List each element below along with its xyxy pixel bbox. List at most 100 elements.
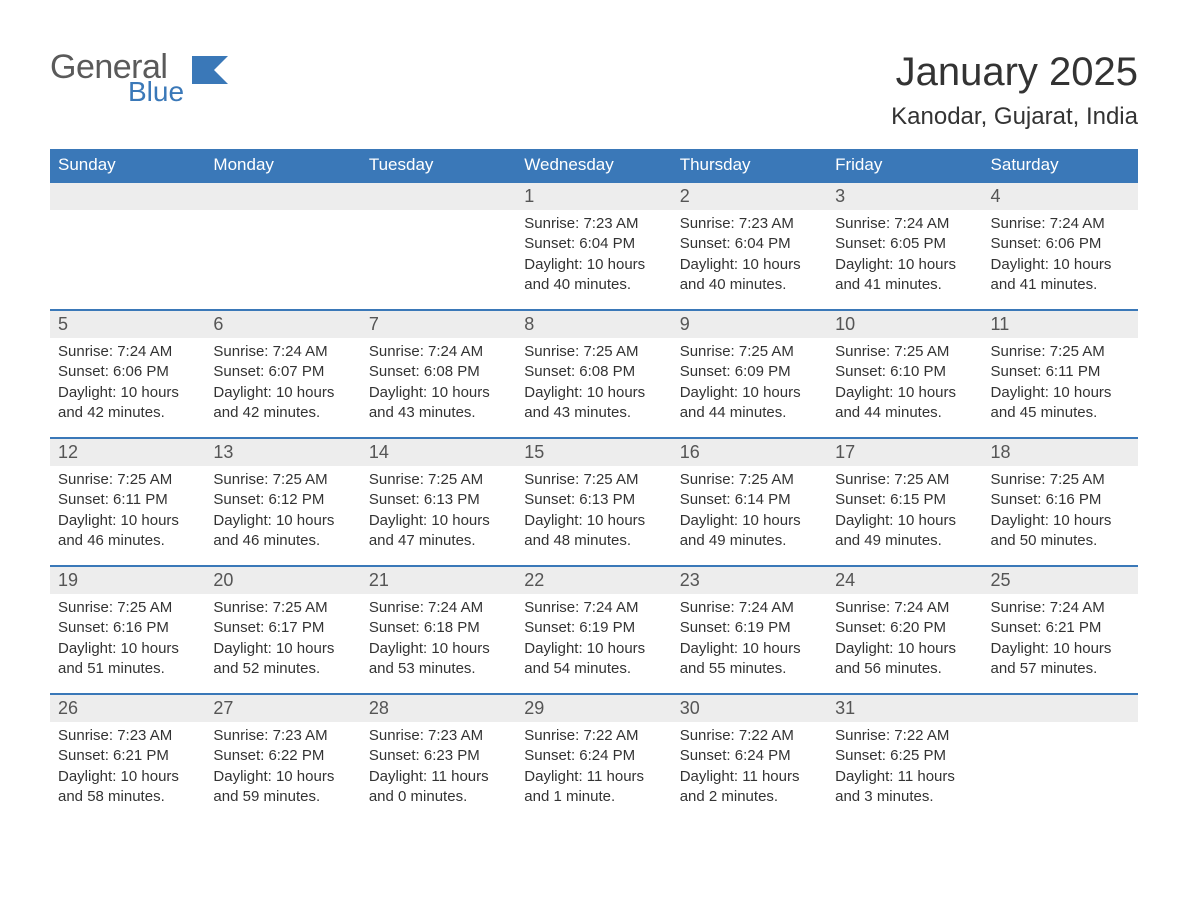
day-body: Sunrise: 7:25 AMSunset: 6:11 PMDaylight:… <box>50 466 205 559</box>
sunrise-text: Sunrise: 7:25 AM <box>213 598 352 618</box>
day-body: Sunrise: 7:22 AMSunset: 6:24 PMDaylight:… <box>516 722 671 815</box>
calendar-cell: 31Sunrise: 7:22 AMSunset: 6:25 PMDayligh… <box>827 693 982 821</box>
day-number: 23 <box>672 567 827 594</box>
day-number: 14 <box>361 439 516 466</box>
daylight-text: Daylight: 10 hours and 42 minutes. <box>58 383 197 424</box>
sunrise-text: Sunrise: 7:23 AM <box>58 726 197 746</box>
day-body: Sunrise: 7:23 AMSunset: 6:22 PMDaylight:… <box>205 722 360 815</box>
day-number: 13 <box>205 439 360 466</box>
sunset-text: Sunset: 6:16 PM <box>991 490 1130 510</box>
calendar-week: 19Sunrise: 7:25 AMSunset: 6:16 PMDayligh… <box>50 565 1138 693</box>
calendar-cell: 29Sunrise: 7:22 AMSunset: 6:24 PMDayligh… <box>516 693 671 821</box>
calendar-cell: 25Sunrise: 7:24 AMSunset: 6:21 PMDayligh… <box>983 565 1138 693</box>
day-number: 8 <box>516 311 671 338</box>
daylight-text: Daylight: 10 hours and 40 minutes. <box>680 255 819 296</box>
calendar-cell: 9Sunrise: 7:25 AMSunset: 6:09 PMDaylight… <box>672 309 827 437</box>
sunset-text: Sunset: 6:17 PM <box>213 618 352 638</box>
calendar-cell: 4Sunrise: 7:24 AMSunset: 6:06 PMDaylight… <box>983 181 1138 309</box>
sunset-text: Sunset: 6:13 PM <box>369 490 508 510</box>
daylight-text: Daylight: 10 hours and 50 minutes. <box>991 511 1130 552</box>
daylight-text: Daylight: 10 hours and 48 minutes. <box>524 511 663 552</box>
calendar-cell: 14Sunrise: 7:25 AMSunset: 6:13 PMDayligh… <box>361 437 516 565</box>
calendar-cell: 30Sunrise: 7:22 AMSunset: 6:24 PMDayligh… <box>672 693 827 821</box>
col-saturday: Saturday <box>983 149 1138 181</box>
logo: General Blue <box>50 50 228 106</box>
calendar-cell: 22Sunrise: 7:24 AMSunset: 6:19 PMDayligh… <box>516 565 671 693</box>
day-number: 19 <box>50 567 205 594</box>
sunset-text: Sunset: 6:23 PM <box>369 746 508 766</box>
calendar-cell: 1Sunrise: 7:23 AMSunset: 6:04 PMDaylight… <box>516 181 671 309</box>
sunrise-text: Sunrise: 7:24 AM <box>369 598 508 618</box>
day-body: Sunrise: 7:22 AMSunset: 6:25 PMDaylight:… <box>827 722 982 815</box>
daylight-text: Daylight: 11 hours and 1 minute. <box>524 767 663 808</box>
calendar-cell: 26Sunrise: 7:23 AMSunset: 6:21 PMDayligh… <box>50 693 205 821</box>
day-body: Sunrise: 7:25 AMSunset: 6:16 PMDaylight:… <box>50 594 205 687</box>
col-wednesday: Wednesday <box>516 149 671 181</box>
day-number: 1 <box>516 183 671 210</box>
day-number: 27 <box>205 695 360 722</box>
daylight-text: Daylight: 10 hours and 57 minutes. <box>991 639 1130 680</box>
sunset-text: Sunset: 6:07 PM <box>213 362 352 382</box>
day-body: Sunrise: 7:25 AMSunset: 6:12 PMDaylight:… <box>205 466 360 559</box>
daylight-text: Daylight: 11 hours and 0 minutes. <box>369 767 508 808</box>
day-body: Sunrise: 7:25 AMSunset: 6:11 PMDaylight:… <box>983 338 1138 431</box>
sunset-text: Sunset: 6:11 PM <box>58 490 197 510</box>
sunrise-text: Sunrise: 7:25 AM <box>524 470 663 490</box>
daylight-text: Daylight: 11 hours and 3 minutes. <box>835 767 974 808</box>
calendar-week: 12Sunrise: 7:25 AMSunset: 6:11 PMDayligh… <box>50 437 1138 565</box>
sunset-text: Sunset: 6:06 PM <box>991 234 1130 254</box>
sunrise-text: Sunrise: 7:24 AM <box>835 598 974 618</box>
sunset-text: Sunset: 6:06 PM <box>58 362 197 382</box>
sunrise-text: Sunrise: 7:25 AM <box>680 342 819 362</box>
sunset-text: Sunset: 6:19 PM <box>680 618 819 638</box>
daylight-text: Daylight: 10 hours and 49 minutes. <box>680 511 819 552</box>
day-number: 29 <box>516 695 671 722</box>
sunrise-text: Sunrise: 7:25 AM <box>991 342 1130 362</box>
day-body: Sunrise: 7:23 AMSunset: 6:04 PMDaylight:… <box>516 210 671 303</box>
calendar-cell: 8Sunrise: 7:25 AMSunset: 6:08 PMDaylight… <box>516 309 671 437</box>
day-number: 26 <box>50 695 205 722</box>
sunrise-text: Sunrise: 7:25 AM <box>991 470 1130 490</box>
sunset-text: Sunset: 6:12 PM <box>213 490 352 510</box>
day-body: Sunrise: 7:24 AMSunset: 6:06 PMDaylight:… <box>983 210 1138 303</box>
day-number: 6 <box>205 311 360 338</box>
day-body: Sunrise: 7:24 AMSunset: 6:21 PMDaylight:… <box>983 594 1138 687</box>
page-header: General Blue January 2025 Kanodar, Gujar… <box>50 50 1138 131</box>
sunset-text: Sunset: 6:19 PM <box>524 618 663 638</box>
sunrise-text: Sunrise: 7:24 AM <box>680 598 819 618</box>
sunrise-text: Sunrise: 7:22 AM <box>524 726 663 746</box>
sunset-text: Sunset: 6:16 PM <box>58 618 197 638</box>
flag-icon <box>192 56 228 84</box>
day-body: Sunrise: 7:22 AMSunset: 6:24 PMDaylight:… <box>672 722 827 815</box>
calendar-cell <box>983 693 1138 821</box>
day-body: Sunrise: 7:25 AMSunset: 6:13 PMDaylight:… <box>361 466 516 559</box>
day-body: Sunrise: 7:24 AMSunset: 6:19 PMDaylight:… <box>672 594 827 687</box>
month-title: January 2025 <box>891 50 1138 95</box>
calendar-cell: 21Sunrise: 7:24 AMSunset: 6:18 PMDayligh… <box>361 565 516 693</box>
daylight-text: Daylight: 10 hours and 51 minutes. <box>58 639 197 680</box>
sunset-text: Sunset: 6:08 PM <box>369 362 508 382</box>
sunset-text: Sunset: 6:21 PM <box>58 746 197 766</box>
day-number: 31 <box>827 695 982 722</box>
day-body: Sunrise: 7:23 AMSunset: 6:21 PMDaylight:… <box>50 722 205 815</box>
calendar-cell: 5Sunrise: 7:24 AMSunset: 6:06 PMDaylight… <box>50 309 205 437</box>
day-body: Sunrise: 7:25 AMSunset: 6:16 PMDaylight:… <box>983 466 1138 559</box>
sunrise-text: Sunrise: 7:25 AM <box>369 470 508 490</box>
day-number <box>361 183 516 210</box>
daylight-text: Daylight: 10 hours and 43 minutes. <box>369 383 508 424</box>
day-body: Sunrise: 7:24 AMSunset: 6:19 PMDaylight:… <box>516 594 671 687</box>
calendar-cell: 11Sunrise: 7:25 AMSunset: 6:11 PMDayligh… <box>983 309 1138 437</box>
daylight-text: Daylight: 10 hours and 45 minutes. <box>991 383 1130 424</box>
sunrise-text: Sunrise: 7:25 AM <box>680 470 819 490</box>
logo-word-blue: Blue <box>128 78 184 106</box>
day-body: Sunrise: 7:23 AMSunset: 6:04 PMDaylight:… <box>672 210 827 303</box>
sunrise-text: Sunrise: 7:24 AM <box>213 342 352 362</box>
sunrise-text: Sunrise: 7:25 AM <box>835 470 974 490</box>
day-number: 4 <box>983 183 1138 210</box>
day-body: Sunrise: 7:25 AMSunset: 6:13 PMDaylight:… <box>516 466 671 559</box>
calendar-cell: 7Sunrise: 7:24 AMSunset: 6:08 PMDaylight… <box>361 309 516 437</box>
sunrise-text: Sunrise: 7:24 AM <box>524 598 663 618</box>
calendar-table: Sunday Monday Tuesday Wednesday Thursday… <box>50 149 1138 821</box>
col-friday: Friday <box>827 149 982 181</box>
calendar-cell: 23Sunrise: 7:24 AMSunset: 6:19 PMDayligh… <box>672 565 827 693</box>
